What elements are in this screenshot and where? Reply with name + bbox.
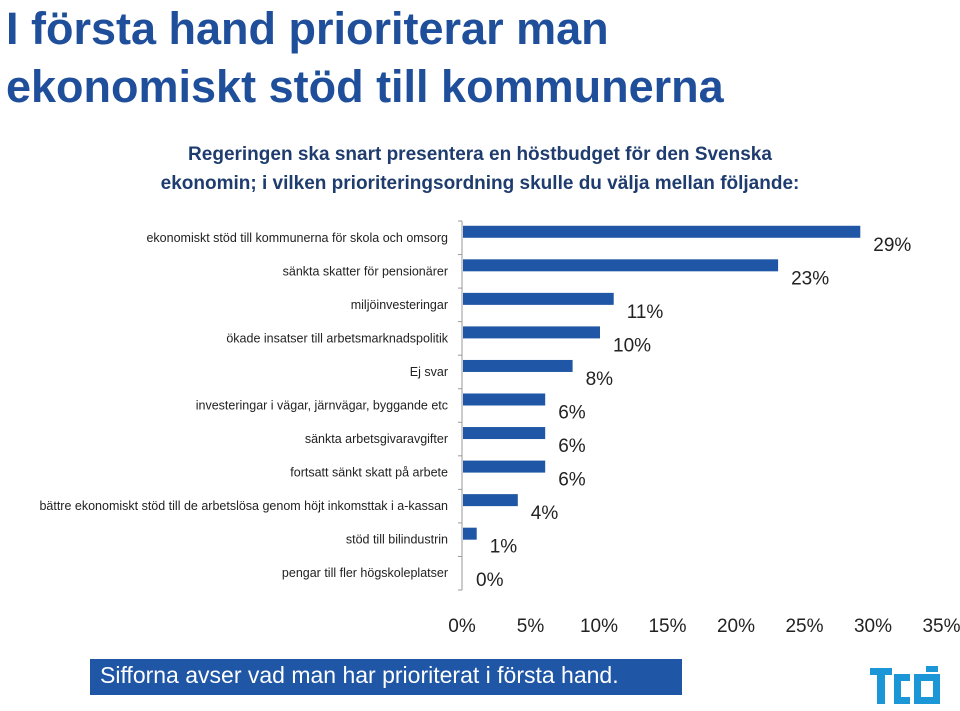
x-tick-label: 35%: [922, 616, 960, 637]
x-tick-label: 10%: [580, 616, 618, 637]
page-title-line1: I första hand prioriterar man: [6, 3, 609, 54]
bar: [463, 460, 546, 473]
category-label: pengar till fler högskoleplatser: [282, 566, 448, 580]
value-label: 10%: [613, 335, 651, 356]
category-label: Ej svar: [410, 365, 448, 379]
x-tick-label: 20%: [717, 616, 755, 637]
page-title: I första hand prioriterar man ekonomiskt…: [6, 0, 956, 116]
bar: [463, 494, 518, 507]
category-label: ekonomiskt stöd till kommunerna för skol…: [146, 231, 448, 245]
question-line1: Regeringen ska snart presentera en höstb…: [188, 144, 772, 165]
page-title-line2: ekonomiskt stöd till kommunerna: [6, 61, 724, 112]
category-label: investeringar i vägar, järnvägar, byggan…: [196, 399, 448, 413]
category-label: miljöinvesteringar: [351, 298, 448, 312]
category-label: sänkta skatter för pensionärer: [283, 264, 448, 278]
x-tick-label: 30%: [854, 616, 892, 637]
value-label: 6%: [558, 403, 586, 424]
bar-chart: ekonomiskt stöd till kommunerna för skol…: [39, 220, 960, 637]
x-tick-label: 0%: [448, 616, 476, 637]
value-label: 4%: [531, 503, 559, 524]
bar: [463, 292, 614, 305]
footer-text: Sifforna avser vad man har prioriterat i…: [100, 662, 619, 688]
bar: [463, 527, 477, 540]
bar: [463, 326, 600, 339]
bar: [463, 225, 861, 238]
bar: [463, 427, 546, 440]
tco-logo: [870, 666, 940, 704]
value-label: 8%: [586, 369, 614, 390]
value-label: 6%: [558, 436, 586, 457]
bar: [463, 359, 573, 372]
category-label: fortsatt sänkt skatt på arbete: [290, 466, 448, 480]
category-label: bättre ekonomiskt stöd till de arbetslös…: [39, 499, 448, 513]
value-label: 0%: [476, 570, 504, 591]
bar: [463, 393, 546, 406]
question-line2: ekonomin; i vilken prioriteringsordning …: [160, 173, 800, 194]
value-label: 6%: [558, 470, 586, 491]
value-label: 23%: [791, 268, 829, 289]
value-label: 29%: [873, 235, 911, 256]
value-label: 11%: [627, 302, 664, 323]
category-label: sänkta arbetsgivaravgifter: [305, 432, 448, 446]
x-tick-label: 5%: [517, 616, 545, 637]
category-label: ökade insatser till arbetsmarknadspoliti…: [226, 331, 448, 345]
value-label: 1%: [490, 537, 518, 558]
x-tick-label: 15%: [648, 616, 686, 637]
x-tick-label: 25%: [785, 616, 823, 637]
footer-banner: Sifforna avser vad man har prioriterat i…: [90, 659, 682, 695]
category-label: stöd till bilindustrin: [346, 533, 448, 547]
bar: [463, 259, 779, 272]
